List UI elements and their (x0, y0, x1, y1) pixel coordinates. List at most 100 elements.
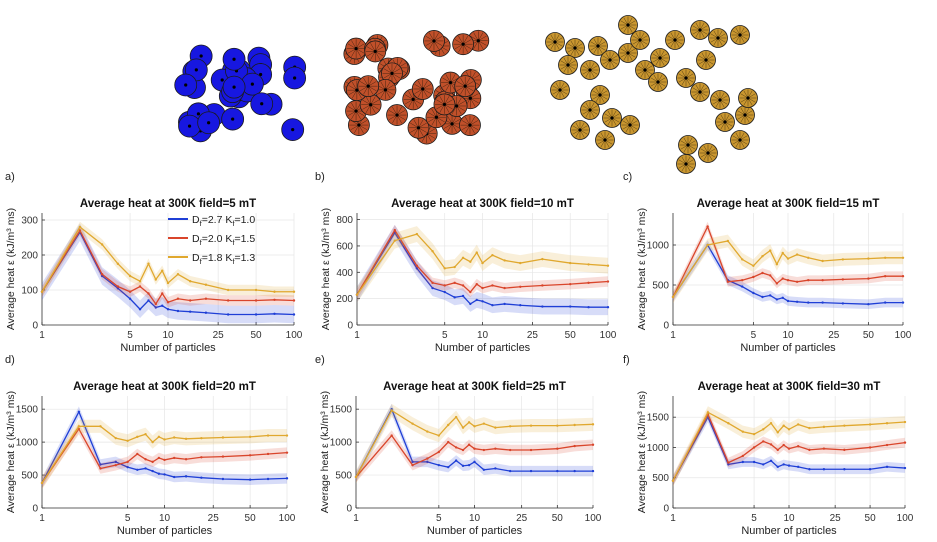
data-point (795, 280, 799, 283)
data-point (481, 300, 484, 303)
particle-core (718, 98, 722, 102)
data-point (761, 295, 764, 299)
series-3 (355, 226, 610, 303)
data-point (821, 279, 824, 282)
data-point (883, 301, 887, 304)
y-tick-label: 500 (652, 281, 669, 292)
data-point (868, 446, 872, 449)
confidence-band (356, 403, 593, 484)
data-point (431, 286, 434, 290)
data-point (176, 273, 180, 276)
data-point (762, 463, 765, 466)
data-point (99, 467, 102, 470)
data-point (443, 267, 446, 270)
data-point (481, 286, 484, 290)
y-tick-label: 500 (21, 471, 38, 482)
data-point (204, 311, 208, 314)
data-point (355, 293, 359, 296)
y-tick-label: 300 (21, 216, 38, 227)
data-point (411, 463, 414, 467)
data-point (437, 450, 441, 454)
particle-core (468, 123, 472, 127)
particle-core (588, 68, 592, 72)
data-point (157, 472, 161, 475)
data-point (453, 296, 456, 299)
x-tick-label: 1 (39, 330, 45, 341)
data-point (390, 434, 393, 437)
data-point (808, 468, 811, 471)
data-point (166, 308, 170, 311)
y-axis-label: Average heat ε (kJ/m³ ms) (5, 208, 17, 330)
particle-core (684, 162, 688, 166)
data-point (494, 447, 497, 450)
data-point (706, 225, 709, 228)
data-point (128, 274, 132, 278)
particle-core (434, 115, 439, 119)
data-point (100, 243, 104, 246)
data-point (266, 452, 270, 456)
data-point (781, 296, 784, 299)
data-point (163, 438, 166, 441)
confidence-band (673, 409, 905, 486)
particle-core (658, 56, 662, 60)
legend-text: =2.7 K (202, 214, 233, 226)
confidence-band (673, 406, 905, 487)
y-tick-label: 1000 (647, 443, 670, 454)
data-point (796, 423, 800, 426)
x-tick-label: 10 (477, 330, 489, 341)
data-point (843, 424, 846, 427)
x-tick-label: 100 (600, 330, 617, 341)
data-point (508, 425, 512, 428)
y-tick-label: 1500 (16, 405, 39, 416)
data-point (569, 305, 572, 308)
data-point (843, 448, 846, 452)
data-point (184, 437, 188, 441)
series-3 (671, 406, 907, 487)
x-axis-label: Number of particles (120, 342, 216, 354)
data-point (769, 459, 773, 462)
data-point (78, 225, 82, 229)
particle-core (461, 42, 465, 46)
particle-core (626, 23, 630, 27)
panel-letter: f) (623, 354, 630, 366)
series-2 (40, 225, 296, 310)
x-tick-label: 10 (782, 330, 794, 341)
y-tick-label: 500 (652, 473, 669, 484)
x-tick-label: 50 (552, 513, 564, 524)
x-tick-label: 100 (897, 513, 914, 524)
data-point (822, 447, 826, 450)
particle-core (738, 138, 742, 142)
data-point (769, 422, 773, 425)
data-point (775, 282, 779, 285)
particle-core (603, 138, 607, 142)
particle-core (643, 68, 647, 72)
x-axis-label: Number of particles (741, 525, 837, 537)
data-point (508, 448, 512, 452)
x-tick-label: 25 (208, 513, 220, 524)
data-point (901, 256, 905, 259)
x-tick-label: 50 (245, 513, 257, 524)
particle-core (291, 127, 295, 132)
data-point (786, 257, 790, 260)
particle-core (421, 87, 425, 91)
confidence-band (42, 423, 287, 489)
data-point (461, 284, 465, 287)
particle-core (432, 39, 436, 43)
data-point (285, 451, 289, 454)
data-point (415, 232, 419, 236)
data-point (467, 421, 471, 424)
data-point (161, 292, 164, 295)
data-point (461, 464, 465, 468)
data-point (200, 476, 203, 479)
data-point (144, 433, 147, 436)
chart-panel-e: e) 0 500 1000 1500 1 5 10 25 50 100 Average heat at… (315, 354, 602, 537)
data-point (671, 479, 675, 482)
data-point (807, 279, 810, 282)
particle-cluster-images (174, 15, 758, 174)
data-point (821, 259, 824, 263)
legend-label: Df=2.7 Kf=1.0 (192, 214, 255, 228)
data-point (453, 281, 456, 285)
y-axis-label: Average heat ε (kJ/m³ ms) (320, 208, 332, 330)
particle-core (357, 123, 361, 127)
data-point (469, 260, 472, 263)
